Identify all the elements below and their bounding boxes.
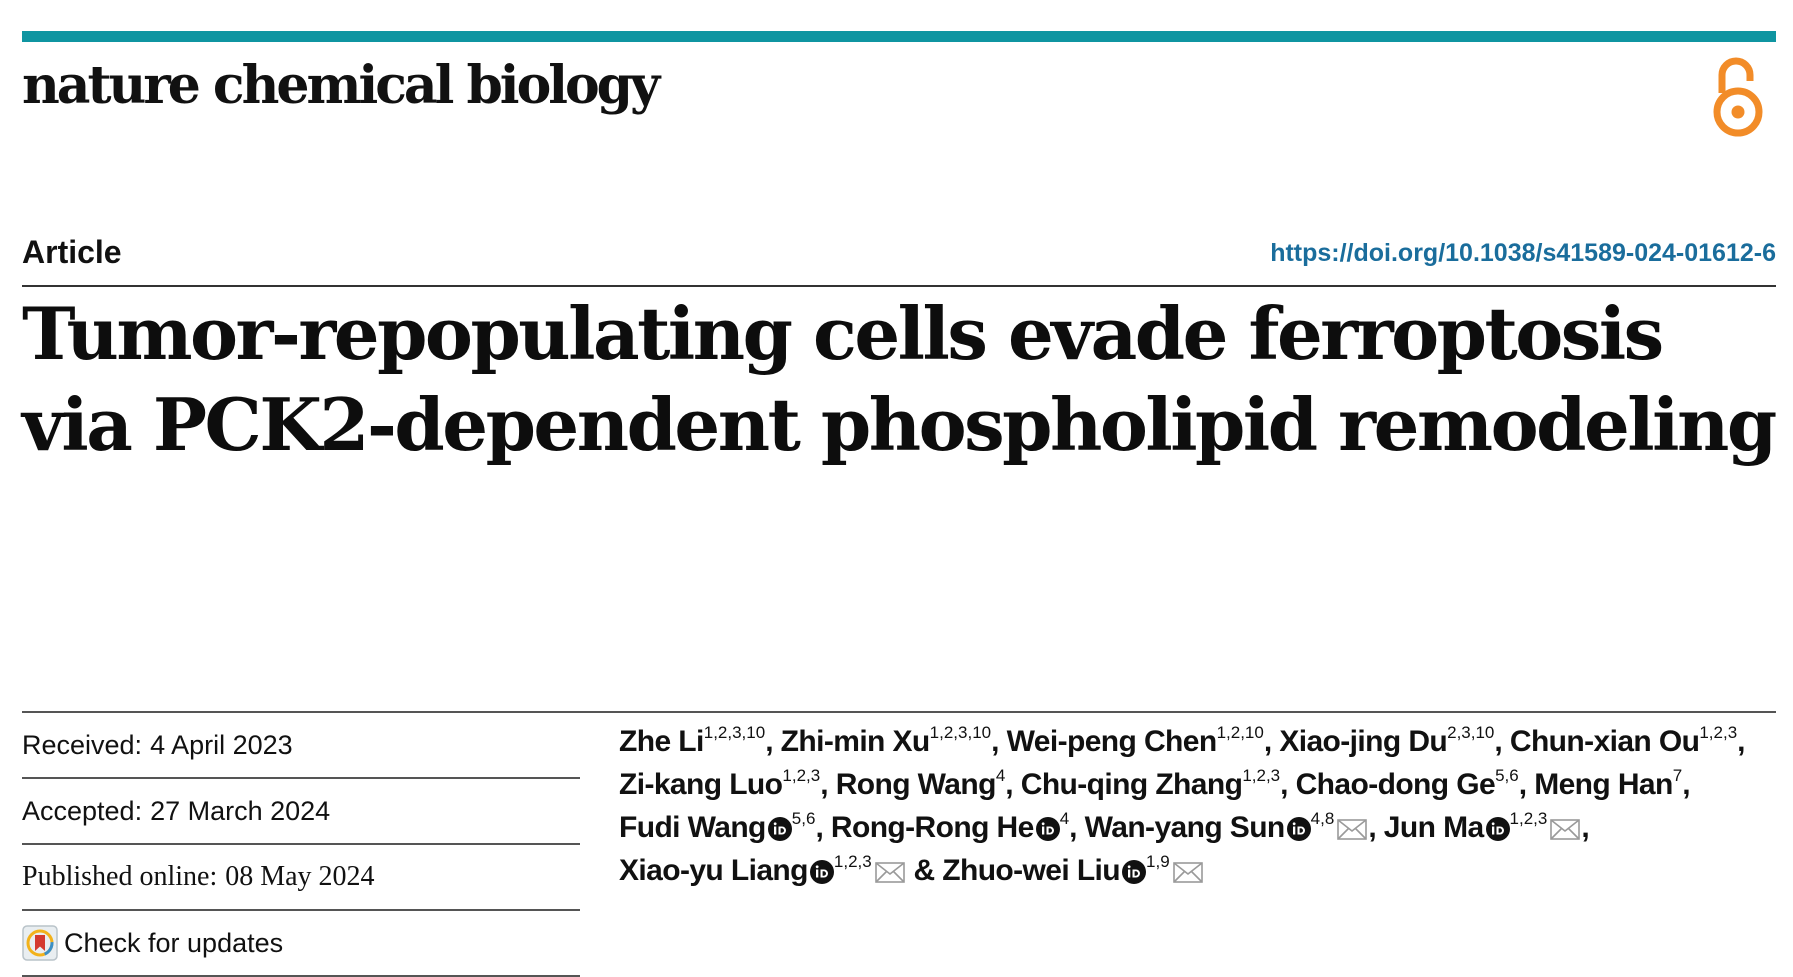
author-name[interactable]: Chao-dong Ge5,6 [1295, 766, 1519, 801]
author-name-text: Fudi Wang [619, 811, 766, 844]
article-title: Tumor-repopulating cells evade ferroptos… [22, 291, 1777, 467]
author-name-text: Zhe Li [619, 725, 704, 758]
author-separator: , [815, 811, 831, 844]
received-date: 4 April 2023 [150, 729, 293, 760]
author-name-text: Jun Ma [1383, 811, 1484, 844]
author-separator: , [1581, 811, 1590, 844]
author-name-text: Chu-qing Zhang [1020, 768, 1243, 801]
author-separator: , [765, 725, 781, 758]
author-name[interactable]: Zhi-min Xu1,2,3,10 [780, 723, 992, 758]
author-name-text: Chun-xian Ou [1509, 725, 1700, 758]
author-name-text: Zhuo-wei Liu [942, 854, 1121, 887]
affiliation-numbers: 1,2,3,10 [703, 723, 766, 742]
accepted-label: Accepted: [22, 795, 143, 826]
affiliation-numbers: 1,2,3 [782, 766, 821, 785]
author-name[interactable]: Chu-qing Zhang1,2,3 [1020, 766, 1281, 801]
orcid-icon[interactable] [767, 817, 792, 841]
affiliation-numbers: 5,6 [1495, 766, 1519, 785]
accepted-row: Accepted: 27 March 2024 [22, 779, 580, 845]
article-type-label: Article [22, 234, 122, 270]
author-name-text: Meng Han [1534, 768, 1673, 801]
doi-link[interactable]: https://doi.org/10.1038/s41589-024-01612… [1270, 239, 1776, 267]
affiliation-numbers: 1,2,3 [1509, 809, 1548, 828]
author-separator: , [1280, 768, 1296, 801]
received-label: Received: [22, 729, 143, 760]
journal-name: nature chemical biology [22, 55, 660, 116]
affiliation-numbers: 4,8 [1310, 809, 1335, 828]
affiliation-numbers: 1,2,3 [833, 852, 872, 871]
orcid-icon[interactable] [1122, 860, 1147, 884]
affiliation-numbers: 4 [995, 766, 1006, 785]
affiliation-numbers: 1,2,3 [1242, 766, 1281, 785]
author-name[interactable]: Wan-yang Sun 4,8 [1084, 809, 1369, 844]
author-name-text: Rong Wang [835, 768, 997, 801]
email-icon[interactable] [1549, 817, 1581, 841]
published-label: Published online: [22, 861, 218, 892]
author-name[interactable]: Rong-Rong He 4 [830, 809, 1070, 844]
author-separator: , [1737, 725, 1745, 758]
author-separator: , [1682, 768, 1690, 801]
journal-accent-bar [22, 31, 1776, 42]
author-name-text: Zi-kang Luo [619, 768, 783, 801]
author-name[interactable]: Fudi Wang 5,6 [619, 809, 816, 844]
author-separator: , [1069, 811, 1085, 844]
author-separator: , [1005, 768, 1021, 801]
email-icon[interactable] [1336, 817, 1368, 841]
received-row: Received: 4 April 2023 [22, 713, 580, 779]
author-name-text: Chao-dong Ge [1295, 768, 1496, 801]
author-name[interactable]: Jun Ma 1,2,3 [1383, 809, 1582, 844]
affiliation-numbers: 7 [1672, 766, 1683, 785]
orcid-icon[interactable] [1286, 817, 1311, 841]
author-name[interactable]: Meng Han7 [1534, 766, 1683, 801]
affiliation-numbers: 1,2,10 [1216, 723, 1264, 742]
orcid-icon[interactable] [809, 860, 834, 884]
affiliation-numbers: 5,6 [791, 809, 816, 828]
author-list: Zhe Li1,2,3,10, Zhi-min Xu1,2,3,10, Wei-… [619, 720, 1759, 892]
author-separator: , [991, 725, 1007, 758]
crossmark-icon [22, 925, 58, 961]
open-access-lock-icon[interactable] [1710, 55, 1766, 139]
check-updates-row: Check for updates [22, 911, 580, 977]
author-separator: , [1368, 811, 1384, 844]
author-name-text: Xiao-jing Du [1279, 725, 1448, 758]
author-name-text: Wei-peng Chen [1006, 725, 1218, 758]
author-name-text: Wan-yang Sun [1084, 811, 1286, 844]
published-date: 08 May 2024 [225, 861, 375, 892]
author-separator: , [1518, 768, 1535, 801]
check-for-updates-button[interactable]: Check for updates [22, 925, 283, 961]
publication-history: Received: 4 April 2023 Accepted: 27 Marc… [22, 713, 580, 977]
affiliation-numbers: 1,2,3 [1699, 723, 1738, 742]
author-separator: , [1494, 725, 1510, 758]
author-name[interactable]: Zhuo-wei Liu 1,9 [942, 852, 1204, 887]
author-name-text: Rong-Rong He [830, 811, 1034, 844]
check-updates-label: Check for updates [64, 927, 284, 958]
author-name[interactable]: Zhe Li1,2,3,10 [619, 723, 766, 758]
meta-divider [22, 711, 1776, 713]
author-separator: , [820, 768, 836, 801]
author-name[interactable]: Wei-peng Chen1,2,10 [1006, 723, 1264, 758]
author-name[interactable]: Chun-xian Ou1,2,3 [1509, 723, 1738, 758]
author-separator: , [1263, 725, 1280, 758]
affiliation-numbers: 4 [1059, 809, 1070, 828]
affiliation-numbers: 1,2,3,10 [929, 723, 992, 742]
author-name[interactable]: Zi-kang Luo1,2,3 [619, 766, 821, 801]
orcid-icon[interactable] [1485, 817, 1510, 841]
email-icon[interactable] [1172, 860, 1204, 884]
author-name[interactable]: Rong Wang4 [835, 766, 1006, 801]
author-name[interactable]: Xiao-jing Du2,3,10 [1279, 723, 1495, 758]
affiliation-numbers: 2,3,10 [1447, 723, 1495, 742]
email-icon[interactable] [874, 860, 906, 884]
accepted-date: 27 March 2024 [150, 795, 331, 826]
author-name[interactable]: Xiao-yu Liang 1,2,3 [619, 852, 906, 887]
header-divider [22, 285, 1776, 287]
author-name-text: Xiao-yu Liang [619, 854, 808, 887]
orcid-icon[interactable] [1035, 817, 1060, 841]
affiliation-numbers: 1,9 [1146, 852, 1170, 871]
author-separator: & [905, 854, 943, 887]
author-name-text: Zhi-min Xu [780, 725, 931, 758]
published-row: Published online: 08 May 2024 [22, 845, 580, 911]
